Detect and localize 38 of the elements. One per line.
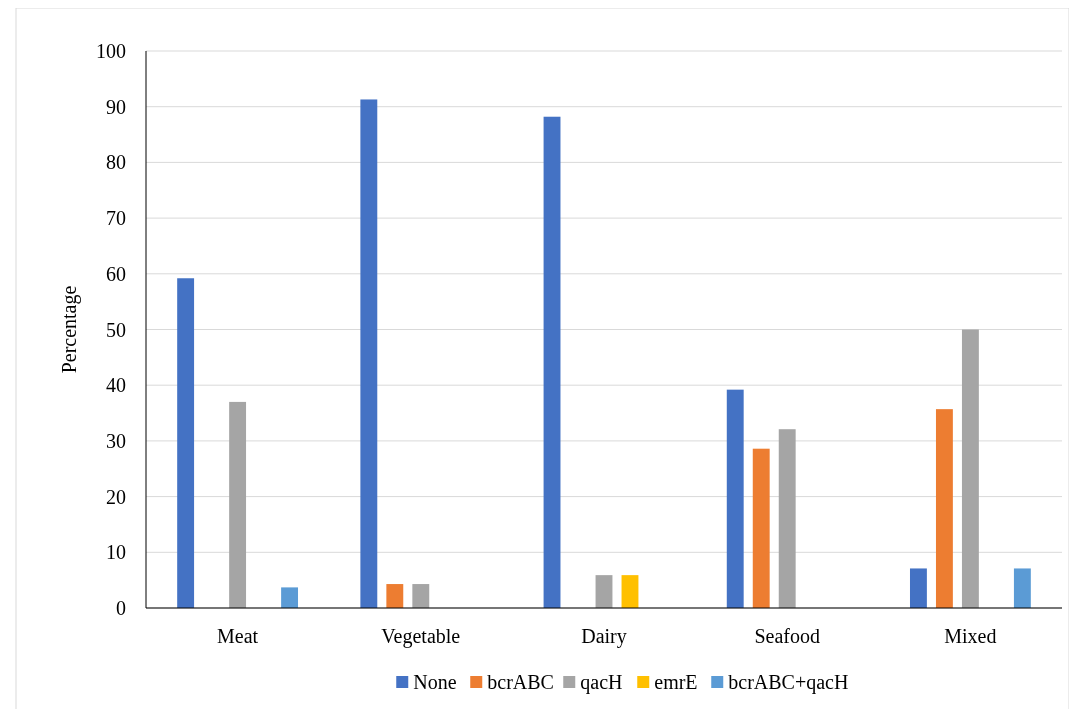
- y-tick-label: 80: [106, 151, 126, 174]
- bar: [543, 116, 561, 608]
- y-axis-title: Percentage: [58, 285, 81, 374]
- bar: [778, 429, 796, 608]
- legend-label: emrE: [654, 671, 698, 693]
- y-tick-label: 50: [106, 318, 126, 341]
- bar: [386, 584, 404, 608]
- bar: [909, 568, 927, 608]
- y-tick-label: 0: [116, 597, 126, 619]
- bar: [726, 389, 744, 608]
- bar: [412, 584, 430, 608]
- bar: [281, 587, 299, 608]
- y-tick-label: 90: [106, 95, 126, 118]
- y-tick-label: 100: [96, 40, 126, 62]
- bar: [1013, 568, 1031, 608]
- legend-label: bcrABC: [487, 671, 554, 693]
- y-tick-label: 40: [106, 374, 126, 397]
- y-tick-label: 30: [106, 429, 126, 452]
- x-tick-label: Seafood: [754, 625, 820, 647]
- legend-label: None: [413, 671, 457, 693]
- x-tick-label: Mixed: [944, 625, 997, 647]
- x-tick-label: Dairy: [581, 625, 627, 648]
- bar: [752, 448, 770, 608]
- bar: [621, 575, 639, 608]
- y-tick-label: 70: [106, 207, 126, 230]
- y-tick-label: 20: [106, 485, 126, 508]
- x-tick-label: Vegetable: [381, 625, 461, 648]
- x-tick-label: Meat: [217, 625, 259, 647]
- legend-label: bcrABC+qacH: [728, 671, 849, 694]
- bar: [360, 99, 378, 608]
- bar: [177, 278, 195, 608]
- bar: [229, 401, 247, 608]
- bar: [961, 329, 979, 608]
- bar: [595, 575, 613, 608]
- legend-label: qacH: [580, 671, 623, 694]
- y-tick-label: 10: [106, 541, 126, 564]
- bar: [935, 409, 953, 608]
- y-tick-label: 60: [106, 262, 126, 285]
